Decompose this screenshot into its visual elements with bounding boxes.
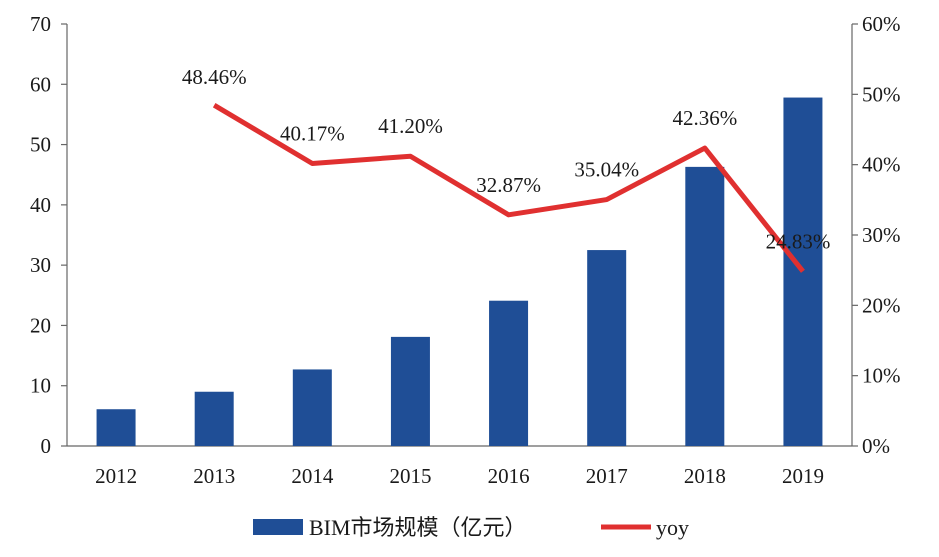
- x-tick-label: 2013: [193, 464, 235, 488]
- yoy-line: [212, 103, 805, 273]
- x-tick-label: 2019: [782, 464, 824, 488]
- data-labels: 48.46% 40.17% 41.20% 32.87% 35.04% 42.36% 24.8…: [182, 65, 831, 253]
- bar: [489, 300, 529, 446]
- bar-series: [96, 97, 823, 446]
- y-right-tick-label: 40%: [862, 153, 901, 177]
- bar: [783, 97, 823, 446]
- y-left-tick-label: 50: [30, 133, 51, 157]
- y-left-tick-label: 30: [30, 253, 51, 277]
- legend-label-bim: BIM市场规模（亿元）: [309, 515, 527, 540]
- yoy-data-label: 35.04%: [574, 158, 639, 182]
- y-right-tick-label: 30%: [862, 223, 901, 247]
- y-left-tick-label: 70: [30, 12, 51, 36]
- yoy-data-label: 40.17%: [280, 121, 345, 145]
- legend-swatch-bim: [253, 519, 303, 535]
- yoy-data-label: 48.46%: [182, 65, 247, 89]
- legend-label-yoy: yoy: [656, 515, 689, 540]
- yoy-data-label: 24.83%: [766, 229, 831, 253]
- y-right-tick-label: 0%: [862, 434, 890, 458]
- x-tick-label: 2016: [488, 464, 530, 488]
- y-left-tick-label: 20: [30, 313, 51, 337]
- y-right-tick-label: 60%: [862, 12, 901, 36]
- x-tick-label: 2012: [95, 464, 137, 488]
- y-right-tick-label: 10%: [862, 364, 901, 388]
- y-left-tick-label: 40: [30, 193, 51, 217]
- y-left-tick-label: 0: [41, 434, 52, 458]
- yoy-data-label: 32.87%: [476, 173, 541, 197]
- bar: [685, 166, 725, 446]
- line-series: [212, 103, 805, 273]
- bar: [292, 369, 332, 446]
- y-right-tick-label: 20%: [862, 293, 901, 317]
- y-right-tick-label: 50%: [862, 82, 901, 106]
- x-tick-label: 2015: [389, 464, 431, 488]
- x-tick-label: 2017: [586, 464, 628, 488]
- yoy-data-label: 41.20%: [378, 114, 443, 138]
- axes: 0 10 20 30 40 50 60 70 0% 10% 20% 30% 40% 50% 60% 2012 2…: [30, 12, 901, 488]
- y-left-tick-label: 60: [30, 72, 51, 96]
- yoy-data-label: 42.36%: [672, 106, 737, 130]
- x-tick-label: 2018: [684, 464, 726, 488]
- bar: [390, 336, 430, 446]
- bar: [587, 250, 627, 446]
- x-tick-label: 2014: [291, 464, 334, 488]
- bar: [96, 409, 136, 446]
- y-left-tick-label: 10: [30, 374, 51, 398]
- bar: [194, 391, 234, 446]
- legend: BIM市场规模（亿元） yoy: [253, 515, 689, 540]
